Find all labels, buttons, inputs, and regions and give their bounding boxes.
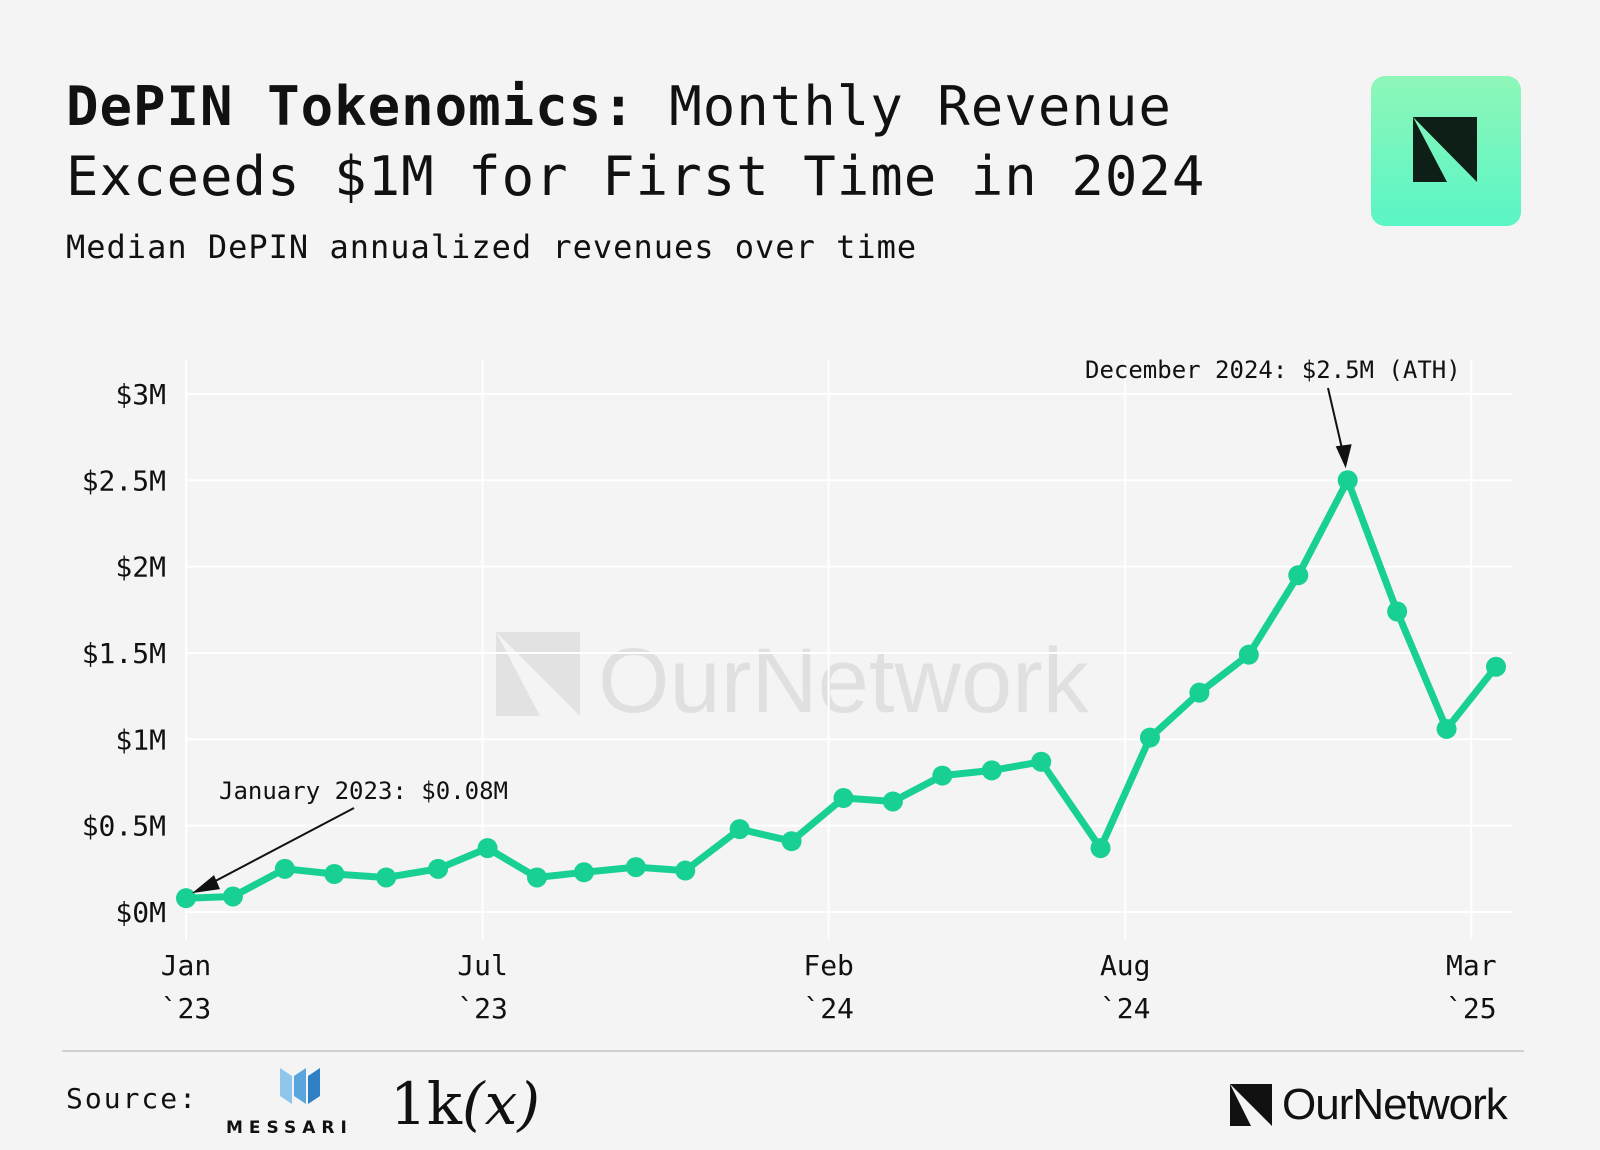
annotation-arrowhead-dec-2024: [1335, 444, 1352, 469]
y-tick-label: $1M: [115, 723, 166, 756]
data-point: [428, 858, 449, 879]
chart-title: DePIN Tokenomics: Monthly Revenue Exceed…: [66, 72, 1306, 212]
chart-subtitle: Median DePIN annualized revenues over ti…: [66, 228, 918, 266]
y-tick-label: $1.5M: [82, 637, 166, 670]
data-point: [1238, 644, 1259, 665]
x-tick-label-month: Jan: [161, 949, 212, 982]
data-point: [932, 765, 953, 786]
data-point: [781, 831, 802, 852]
x-tick-label-month: Jul: [457, 949, 508, 982]
footer-brand-text: OurNetwork: [1282, 1080, 1508, 1129]
data-point: [477, 838, 498, 859]
onek-logo: 1k(x): [390, 1074, 540, 1134]
data-point: [1189, 682, 1210, 703]
data-point: [526, 867, 547, 888]
x-tick-label-month: Aug: [1100, 949, 1151, 982]
x-tick-label-year: `25: [1446, 992, 1497, 1025]
y-tick-label: $0.5M: [82, 810, 166, 843]
data-point: [573, 862, 594, 883]
chart-title-lead: DePIN Tokenomics:: [66, 75, 636, 138]
watermark: OurNetwork: [496, 630, 1090, 732]
ournetwork-badge: [1371, 76, 1521, 226]
onek-logo-text: 1k: [390, 1070, 463, 1138]
x-tick-label-month: Mar: [1446, 949, 1497, 982]
data-point: [274, 858, 295, 879]
x-axis-ticks: Jan `23 Jul `23 Feb `24 Aug `24 Mar `25: [161, 949, 1497, 1025]
data-point: [675, 860, 696, 881]
y-gridlines: [186, 392, 1512, 913]
footer-ournetwork-logo: OurNetwork: [1230, 1080, 1508, 1130]
data-point: [1436, 718, 1457, 739]
x-tick-label-year: `24: [1100, 992, 1151, 1025]
data-points: [176, 470, 1506, 909]
y-tick-label: $2.5M: [82, 464, 166, 497]
footer-divider: [62, 1050, 1524, 1052]
annotations: January 2023: $0.08M December 2024: $2.5…: [192, 356, 1461, 894]
annotation-arrowhead-jan-2023: [192, 875, 220, 894]
data-point: [981, 760, 1002, 781]
data-point: [833, 788, 854, 809]
data-point: [625, 857, 646, 878]
annotation-jan-2023: January 2023: $0.08M: [219, 777, 508, 805]
x-tick-label-year: `23: [161, 992, 212, 1025]
annotation-arrow-jan-2023: [197, 807, 355, 892]
data-point: [882, 791, 903, 812]
y-tick-label: $0M: [115, 896, 166, 929]
data-point: [1288, 565, 1309, 586]
data-point: [324, 864, 345, 885]
data-point: [1486, 656, 1506, 677]
watermark-text: OurNetwork: [598, 630, 1090, 732]
data-point: [1387, 601, 1408, 622]
messari-text: MESSARI: [226, 1118, 353, 1138]
annotation-dec-2024: December 2024: $2.5M (ATH): [1085, 356, 1461, 384]
footer-ournetwork-icon: [1230, 1084, 1272, 1126]
data-point: [1337, 470, 1358, 491]
data-point: [376, 867, 397, 888]
x-gridlines: [185, 360, 1473, 939]
data-point: [222, 886, 243, 907]
messari-icon: [280, 1068, 320, 1104]
y-axis-ticks: $0M $0.5M $1M $1.5M $2M $2.5M $3M: [82, 378, 166, 929]
data-point: [729, 819, 750, 840]
ournetwork-logo-icon: [1413, 117, 1477, 182]
onek-logo-x: (x): [462, 1070, 541, 1138]
data-point: [1031, 751, 1052, 772]
messari-logo: MESSARI: [226, 1066, 376, 1140]
data-point: [1139, 727, 1160, 748]
data-point: [176, 888, 196, 909]
x-tick-label-year: `24: [803, 992, 854, 1025]
source-label: Source:: [66, 1082, 199, 1115]
y-tick-label: $3M: [115, 378, 166, 411]
chart-title-rest: Monthly Revenue Exceeds $1M for First Ti…: [66, 75, 1206, 208]
x-tick-label-year: `23: [457, 992, 508, 1025]
data-point: [1090, 838, 1111, 859]
x-tick-label-month: Feb: [803, 949, 854, 982]
y-tick-label: $2M: [115, 551, 166, 584]
